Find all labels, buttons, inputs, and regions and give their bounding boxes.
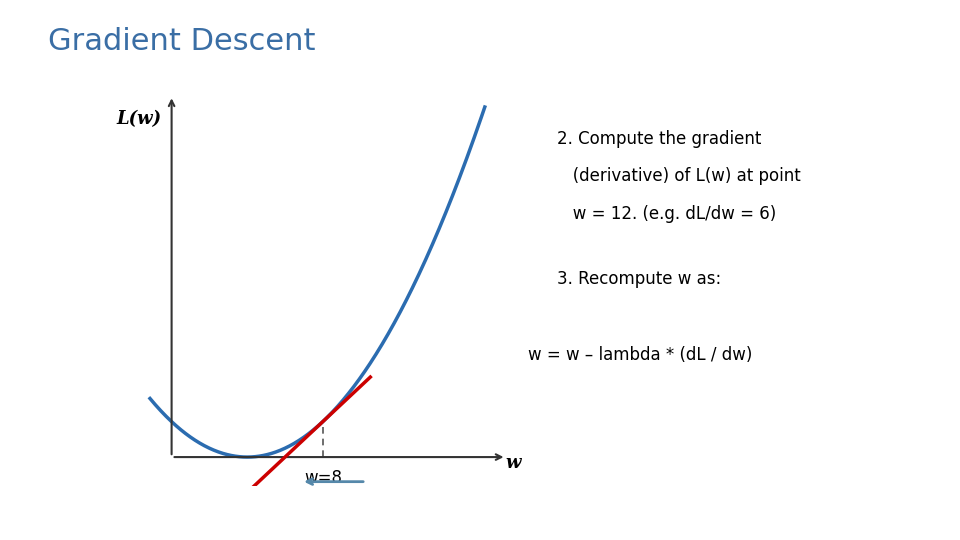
Text: L(w): L(w) — [116, 110, 162, 128]
Text: w=8: w=8 — [303, 469, 342, 487]
Text: w = w – lambda * (dL / dw): w = w – lambda * (dL / dw) — [528, 346, 753, 363]
Text: 3. Recompute w as:: 3. Recompute w as: — [557, 270, 721, 288]
Text: w = 12. (e.g. dL/dw = 6): w = 12. (e.g. dL/dw = 6) — [557, 205, 776, 223]
Text: (derivative) of L(w) at point: (derivative) of L(w) at point — [557, 167, 801, 185]
Text: Gradient Descent: Gradient Descent — [48, 27, 316, 56]
Text: w: w — [505, 454, 520, 472]
Text: 2. Compute the gradient: 2. Compute the gradient — [557, 130, 761, 147]
